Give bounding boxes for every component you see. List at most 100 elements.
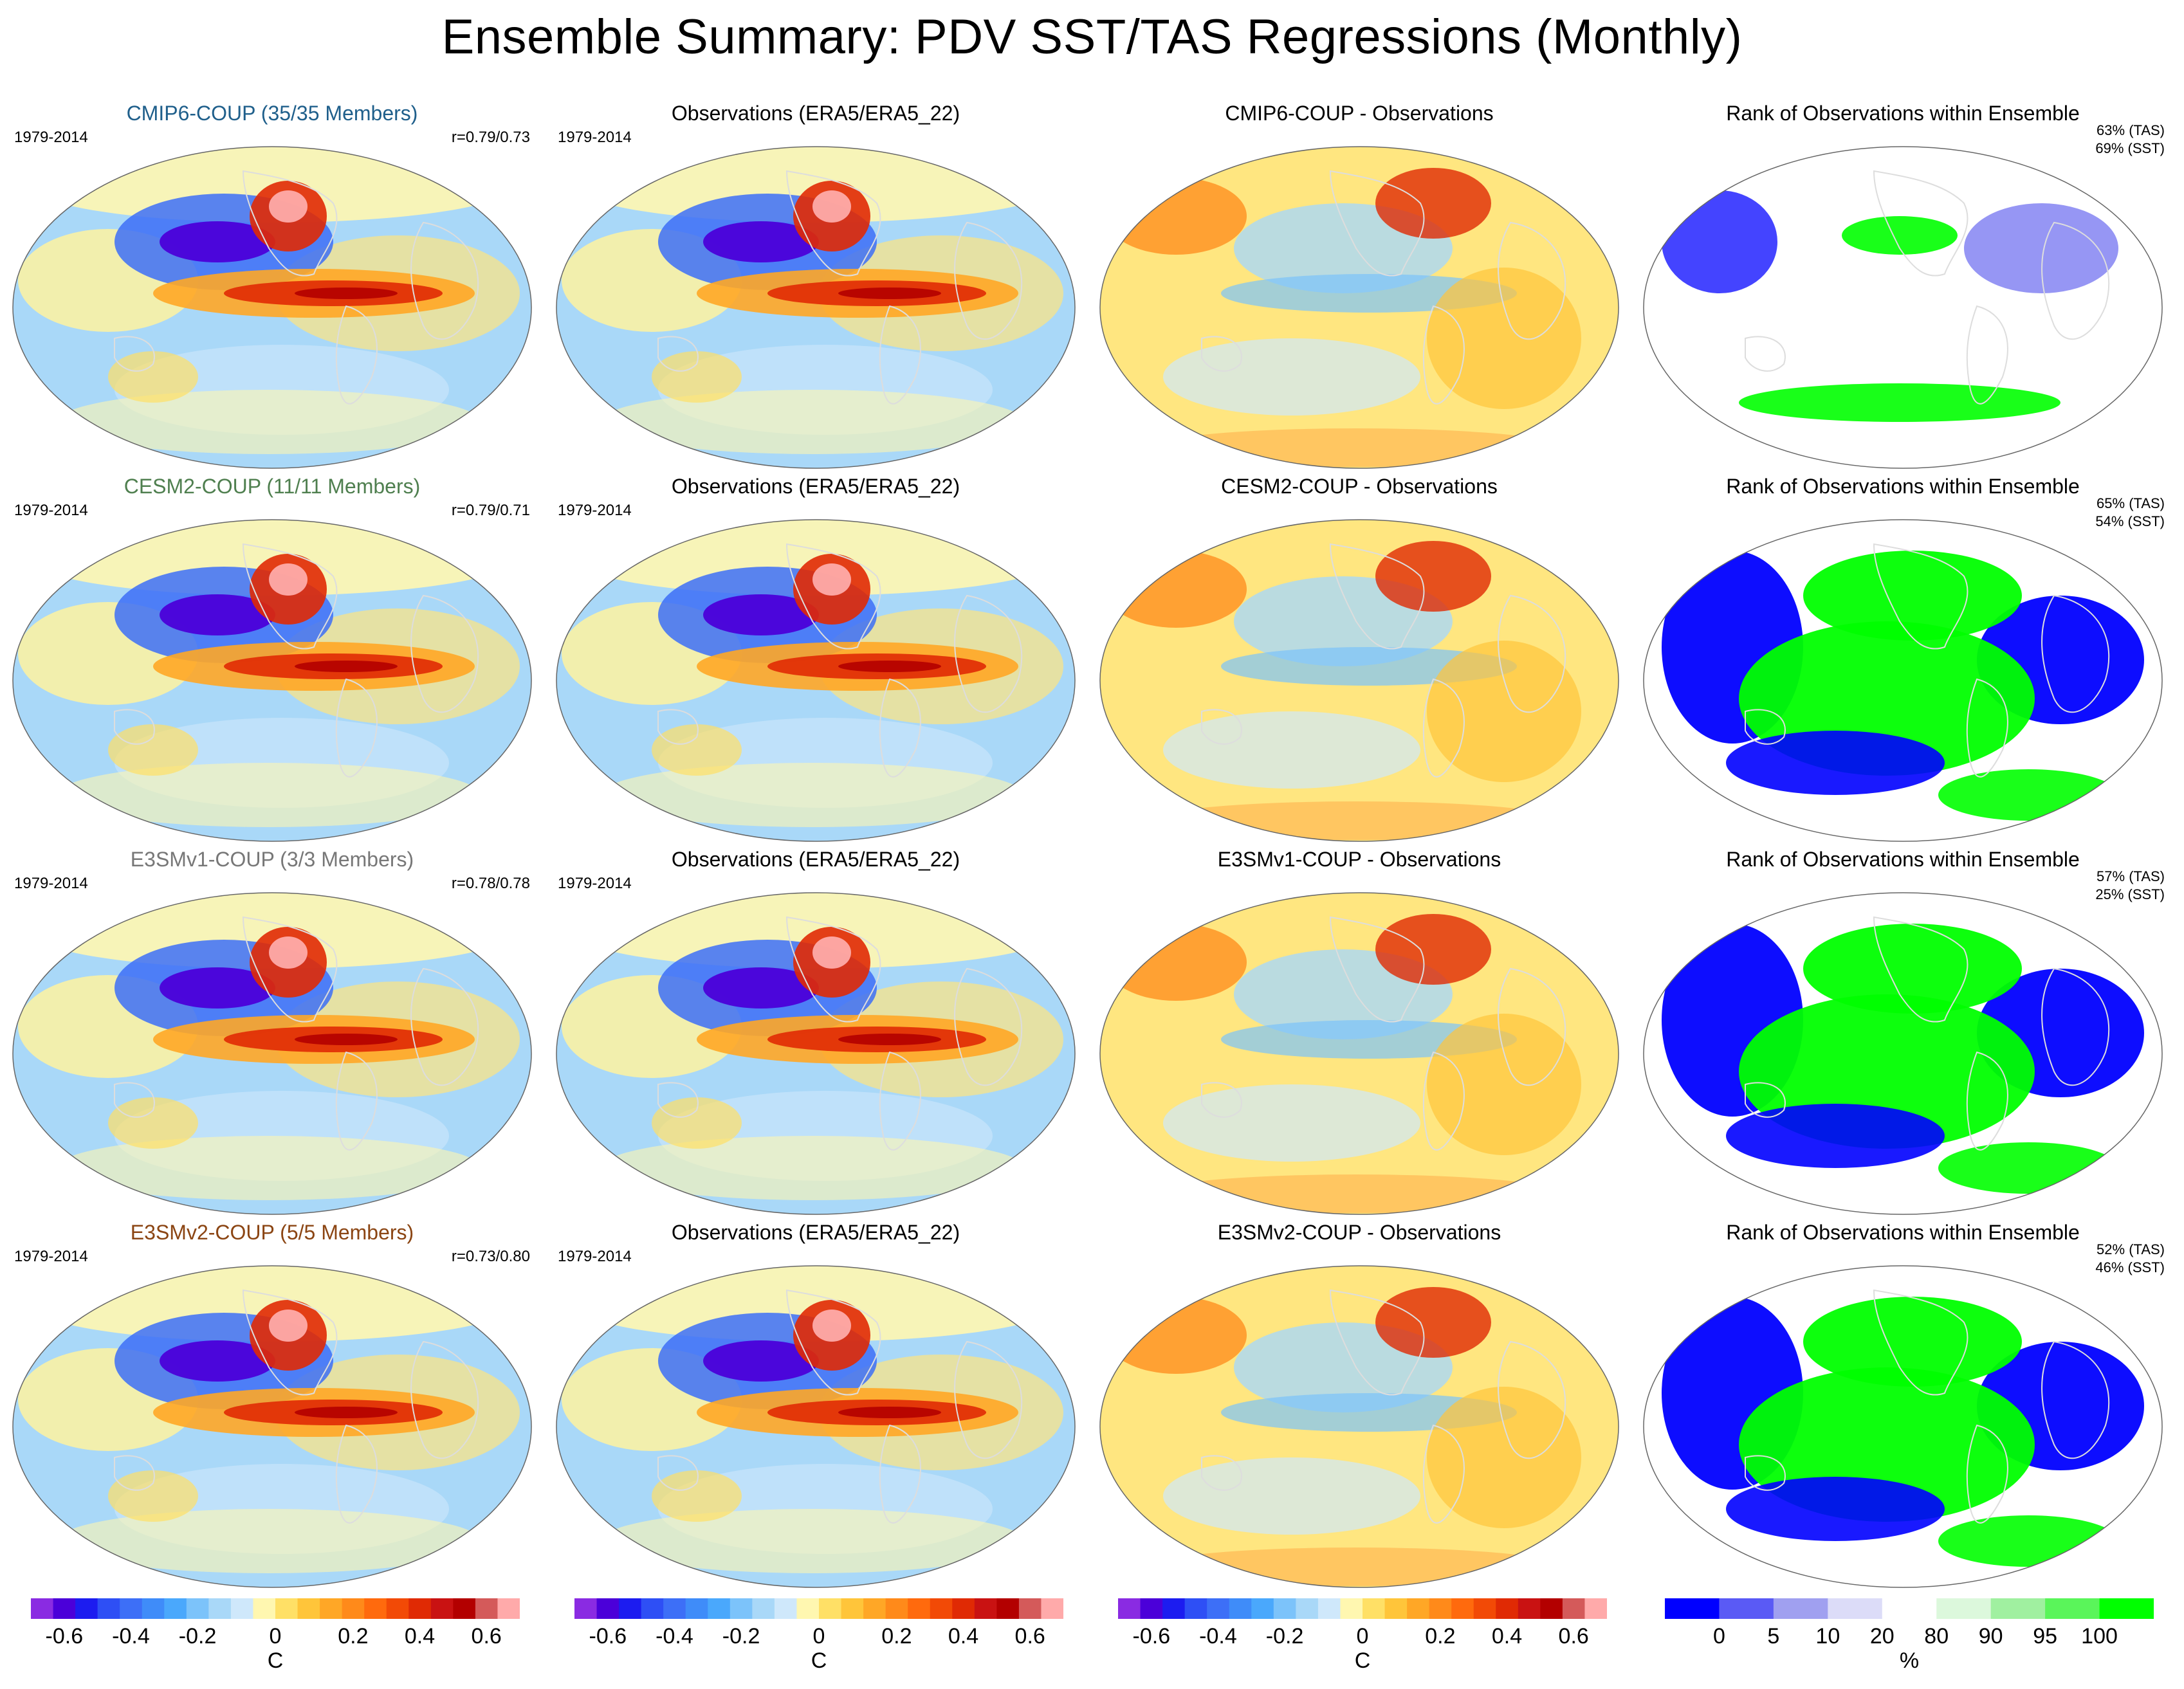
colorbar-tick-label: -0.2 (722, 1624, 760, 1648)
colorbar-swatch (1990, 1598, 2046, 1619)
model-panel-title: E3SMv2-COUP (5/5 Members) (130, 1221, 414, 1244)
diff-map-graphic (1099, 892, 1619, 1215)
colorbar-swatch (1451, 1598, 1474, 1619)
regression-colorbar: -0.6 -0.4 -0.2 0 0.2 0.4 0.6 C (31, 1598, 520, 1682)
colorbar-swatch (1665, 1598, 1720, 1619)
obs-map-graphic (556, 519, 1076, 842)
colorbar-swatch (475, 1598, 498, 1619)
colorbar-swatch (819, 1598, 842, 1619)
period-label: 1979-2014 (14, 129, 88, 146)
rank-panel: Rank of Observations within Ensemble 65% … (1636, 475, 2170, 846)
diff-map (1099, 145, 1620, 470)
pattern-correlation-label: r=0.79/0.73 (451, 129, 530, 146)
colorbar-swatches (1118, 1598, 1607, 1619)
colorbar-swatch (1719, 1598, 1774, 1619)
colorbar-swatch (1407, 1598, 1430, 1619)
obs-panel: Observations (ERA5/ERA5_22) 1979-2014 (549, 1221, 1083, 1593)
colorbar-swatch (97, 1598, 120, 1619)
diff-panel: E3SMv1-COUP - Observations (1092, 848, 1626, 1219)
colorbar-swatch (1184, 1598, 1207, 1619)
obs-panel: Observations (ERA5/ERA5_22) 1979-2014 (549, 102, 1083, 473)
colorbar-tick-label: 0.4 (404, 1624, 436, 1648)
colorbar-tick-label: 0.6 (1558, 1624, 1589, 1648)
colorbar-tick-label: -0.6 (589, 1624, 627, 1648)
colorbar-tick-label: -0.4 (1199, 1624, 1237, 1648)
model-map (12, 145, 533, 470)
model-panel: E3SMv2-COUP (5/5 Members) 1979-2014 r=0.73… (5, 1221, 539, 1593)
figure-title: Ensemble Summary: PDV SST/TAS Regression… (441, 10, 1743, 64)
colorbar-swatch (908, 1598, 931, 1619)
colorbar-swatch (863, 1598, 886, 1619)
model-map-graphic (12, 146, 532, 469)
colorbar-swatch (297, 1598, 320, 1619)
colorbar-swatch (320, 1598, 343, 1619)
colorbar-swatch (796, 1598, 820, 1619)
colorbar-swatch (619, 1598, 642, 1619)
colorbar-tick-label: 0.4 (1491, 1624, 1523, 1648)
colorbar-unit-label: C (1354, 1648, 1371, 1673)
colorbar-swatch (974, 1598, 997, 1619)
colorbar-swatches (31, 1598, 520, 1619)
colorbar-tick-label: 20 (1869, 1624, 1895, 1648)
colorbar-tick-label: 0.6 (1014, 1624, 1045, 1648)
colorbar-swatch (596, 1598, 619, 1619)
colorbar-swatch (1118, 1598, 1141, 1619)
colorbar-swatch (342, 1598, 365, 1619)
obs-panel-title: Observations (ERA5/ERA5_22) (671, 1221, 960, 1244)
colorbar-swatch (752, 1598, 775, 1619)
diff-panel: E3SMv2-COUP - Observations (1092, 1221, 1626, 1593)
obs-map (555, 1264, 1076, 1589)
colorbar-tick-label: 90 (1978, 1624, 2003, 1648)
colorbar-swatch (75, 1598, 98, 1619)
colorbar-swatch (1429, 1598, 1452, 1619)
colorbar-swatch (1251, 1598, 1274, 1619)
colorbar-tick-label: 0 (1356, 1624, 1369, 1648)
rank-map (1642, 518, 2163, 843)
colorbar-tick-label: 0.2 (338, 1624, 369, 1648)
colorbar-swatch (1273, 1598, 1296, 1619)
colorbar-swatch (641, 1598, 664, 1619)
rank-map-graphic (1643, 146, 2163, 469)
rank-panel-title: Rank of Observations within Ensemble (1726, 475, 2080, 498)
rank-panel-title: Rank of Observations within Ensemble (1726, 1221, 2080, 1244)
colorbar-swatch (2045, 1598, 2100, 1619)
colorbar-swatch (275, 1598, 298, 1619)
diff-panel-title: CESM2-COUP - Observations (1221, 475, 1498, 498)
colorbar-tick-label: 5 (1767, 1624, 1780, 1648)
model-map-graphic (12, 519, 532, 842)
tas-percent-label: 52% (TAS) (2097, 1241, 2165, 1257)
colorbar-swatch (730, 1598, 753, 1619)
colorbar-tick-label: -0.4 (112, 1624, 150, 1648)
colorbar-swatch (663, 1598, 686, 1619)
colorbar-swatch (930, 1598, 953, 1619)
diff-map-graphic (1099, 146, 1619, 469)
pattern-correlation-label: r=0.73/0.80 (451, 1248, 530, 1265)
rank-map-graphic (1643, 519, 2163, 842)
colorbar-swatch (1140, 1598, 1163, 1619)
diff-panel: CESM2-COUP - Observations (1092, 475, 1626, 846)
diff-map-graphic (1099, 519, 1619, 842)
colorbar-swatch (774, 1598, 797, 1619)
obs-panel-title: Observations (ERA5/ERA5_22) (671, 475, 960, 498)
diff-panel-title: E3SMv1-COUP - Observations (1217, 848, 1501, 871)
colorbar-tick-label: 95 (2033, 1624, 2058, 1648)
panel-row: E3SMv2-COUP (5/5 Members) 1979-2014 r=0.73… (0, 1221, 2184, 1593)
rank-panel: Rank of Observations within Ensemble 57% … (1636, 848, 2170, 1219)
panel-row: E3SMv1-COUP (3/3 Members) 1979-2014 r=0.78… (0, 848, 2184, 1219)
model-panel-title: CMIP6-COUP (35/35 Members) (126, 102, 418, 125)
model-map (12, 518, 533, 843)
colorbar-swatch (253, 1598, 276, 1619)
colorbar-tick-label: -0.2 (1265, 1624, 1304, 1648)
colorbar-swatch (1936, 1598, 1992, 1619)
regression-colorbar: -0.6 -0.4 -0.2 0 0.2 0.4 0.6 C (574, 1598, 1063, 1682)
colorbar-swatch (1041, 1598, 1063, 1619)
colorbar-swatch (230, 1598, 253, 1619)
model-panel: CESM2-COUP (11/11 Members) 1979-2014 r=0.7… (5, 475, 539, 846)
period-label: 1979-2014 (14, 1248, 88, 1265)
rank-map-graphic (1643, 892, 2163, 1215)
obs-map (555, 518, 1076, 843)
colorbar-swatch (430, 1598, 454, 1619)
colorbar-swatch (2099, 1598, 2154, 1619)
colorbar-swatch (1562, 1598, 1585, 1619)
colorbar-swatch (1384, 1598, 1408, 1619)
